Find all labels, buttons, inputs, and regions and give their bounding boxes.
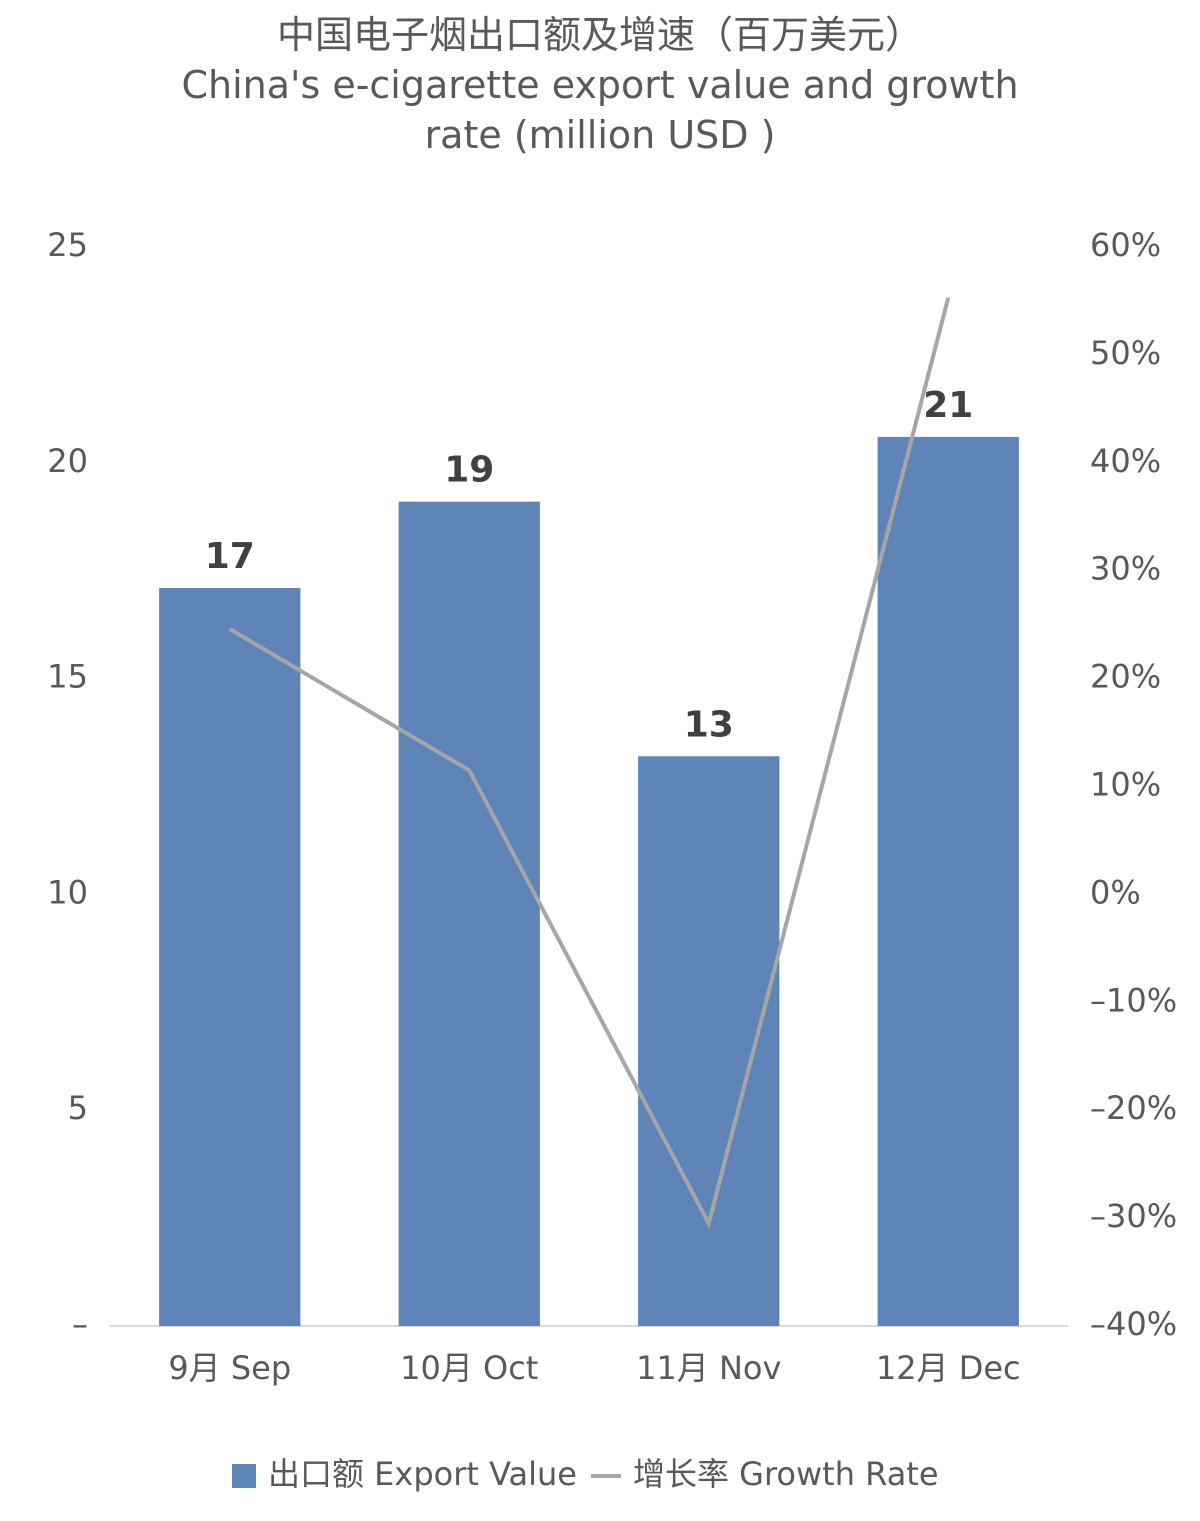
x-tick-label: 11月 Nov [636,1349,781,1387]
y2-tick-label: 60% [1090,226,1161,264]
y-tick-label: 10 [47,873,88,911]
x-tick-label: 9月 Sep [168,1349,291,1387]
y2-tick-label: 40% [1090,442,1161,480]
y-tick-label: 15 [47,658,88,696]
y-tick-label: 5 [68,1089,88,1127]
data-label: 13 [684,704,734,745]
y2-tick-label: 10% [1090,766,1161,804]
y2-tick-label: 20% [1090,658,1161,696]
chart-subtitle: China's e-cigarette export value and gro… [181,63,1019,157]
legend-label: 增长率 Growth Rate [633,1455,939,1493]
y2-tick-label: –20% [1090,1089,1177,1127]
x-tick-label: 10月 Oct [400,1349,538,1387]
y-tick-label: – [72,1305,88,1343]
data-label: 21 [923,385,973,426]
chart-title: 中国电子烟出口额及增速（百万美元） [276,13,923,57]
y2-tick-label: –10% [1090,981,1177,1019]
data-label: 17 [205,536,255,577]
y2-tick-label: –30% [1090,1197,1177,1235]
y2-tick-label: 50% [1090,334,1161,372]
bar [638,756,780,1326]
x-tick-label: 12月 Dec [876,1349,1021,1387]
legend-label: 出口额 Export Value [268,1455,577,1493]
y2-tick-label: –40% [1090,1305,1177,1343]
line [228,297,951,1229]
y-tick-label: 25 [47,226,88,264]
titles: 中国电子烟出口额及增速（百万美元） China's e-cigarette ex… [150,10,1050,160]
data-label: 19 [444,450,494,491]
bar [877,436,1019,1326]
y2-tick-label: 30% [1090,550,1161,588]
y-tick-label: 20 [47,442,88,480]
legend-swatch [232,1464,256,1488]
y2-tick-label: 0% [1090,873,1141,911]
bar [398,501,540,1326]
bar [159,587,301,1326]
